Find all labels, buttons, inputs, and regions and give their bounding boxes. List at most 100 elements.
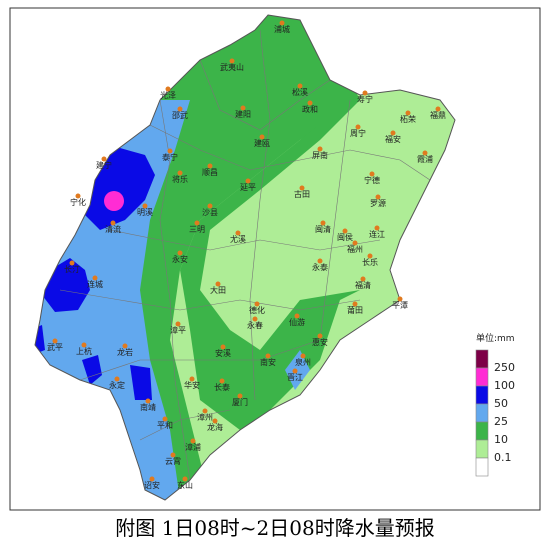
city-dot xyxy=(114,376,120,382)
city-dot xyxy=(229,58,235,64)
city-name: 福安 xyxy=(385,134,401,144)
city-dot xyxy=(254,301,260,307)
legend-swatch xyxy=(475,421,489,441)
city-name: 诏安 xyxy=(144,480,160,490)
city-name: 三明 xyxy=(189,225,205,234)
city-name: 东山 xyxy=(177,480,193,490)
city-dot xyxy=(92,275,98,281)
city-name: 泰宁 xyxy=(162,152,178,162)
city-name: 沙县 xyxy=(202,208,218,217)
city-dot xyxy=(435,106,441,112)
city-name: 建阳 xyxy=(235,109,251,119)
city-name: 顺昌 xyxy=(202,168,218,177)
city-name: 永定 xyxy=(109,380,125,390)
caption: 附图 1日08时~2日08时降水量预报 xyxy=(115,516,434,540)
city-name: 建宁 xyxy=(96,160,112,170)
city-dot xyxy=(122,343,128,349)
city-dot xyxy=(390,130,396,136)
city-name: 厦门 xyxy=(232,397,248,407)
city-name: 尤溪 xyxy=(230,234,246,244)
city-dot xyxy=(167,148,173,154)
city-name: 华安 xyxy=(184,380,200,390)
legend-swatch xyxy=(475,403,489,423)
city-name: 福鼎 xyxy=(430,111,446,120)
city-name: 闽清 xyxy=(315,224,331,234)
city-dot xyxy=(149,476,155,482)
province-outline xyxy=(34,14,456,501)
city-dot xyxy=(207,163,213,169)
city-dot xyxy=(194,220,200,226)
city-dot xyxy=(212,418,218,424)
city-name: 宁德 xyxy=(364,175,380,185)
city-dot xyxy=(294,313,300,319)
city-dot xyxy=(165,86,171,92)
city-name: 永泰 xyxy=(312,262,328,272)
city-dot xyxy=(237,393,243,399)
city-dot xyxy=(189,376,195,382)
city-dot xyxy=(215,281,221,287)
city-name: 平和 xyxy=(157,421,173,430)
city-name: 德化 xyxy=(249,305,265,315)
city-dot xyxy=(374,225,380,231)
city-name: 罗源 xyxy=(370,199,386,208)
legend-label: 50 xyxy=(494,397,508,410)
city-name: 浦城 xyxy=(274,24,290,34)
city-name: 福清 xyxy=(355,280,371,290)
city-dot xyxy=(145,398,151,404)
city-dot xyxy=(170,452,176,458)
city-name: 平潭 xyxy=(392,301,408,310)
city-dot xyxy=(207,203,213,209)
city-name: 漳州 xyxy=(197,412,213,422)
city-name: 光泽 xyxy=(160,90,176,100)
city-dot xyxy=(300,353,306,359)
city-name: 明溪 xyxy=(137,207,153,217)
city-name: 永安 xyxy=(172,254,188,264)
city-dot xyxy=(355,124,361,130)
city-name: 屏南 xyxy=(312,150,328,160)
legend-label: 10 xyxy=(494,433,508,446)
city-name: 泉州 xyxy=(295,357,311,367)
city-dot xyxy=(162,416,168,422)
city-name: 漳浦 xyxy=(185,442,201,452)
city-name: 连城 xyxy=(87,279,103,289)
city-name: 龙海 xyxy=(207,422,223,432)
city-name: 大田 xyxy=(210,285,226,295)
city-name: 建瓯 xyxy=(254,138,270,148)
city-name: 上杭 xyxy=(76,346,92,356)
city-dot xyxy=(177,106,183,112)
city-dot xyxy=(101,156,107,162)
legend-swatch xyxy=(475,349,489,369)
city-name: 宁化 xyxy=(70,197,86,207)
city-dot xyxy=(182,476,188,482)
city-dot xyxy=(265,353,271,359)
city-name: 清流 xyxy=(105,224,121,234)
city-dot xyxy=(235,230,241,236)
city-dot xyxy=(317,333,323,339)
city-name: 莆田 xyxy=(347,305,363,315)
legend-label: 100 xyxy=(494,379,515,392)
city-dot xyxy=(362,90,368,96)
city-name: 武夷山 xyxy=(220,62,244,72)
city-dot xyxy=(52,338,58,344)
legend-label: 0.1 xyxy=(494,451,512,464)
legend-swatch xyxy=(475,367,489,387)
city-dot xyxy=(397,296,403,302)
city-dot xyxy=(175,321,181,327)
legend-label: 25 xyxy=(494,415,508,428)
city-name: 漳平 xyxy=(170,325,186,335)
city-name: 将乐 xyxy=(172,174,188,184)
city-name: 邵武 xyxy=(172,110,188,120)
city-name: 惠安 xyxy=(312,337,328,347)
city-dot xyxy=(367,253,373,259)
city-dot xyxy=(405,110,411,116)
city-name: 永春 xyxy=(247,320,263,330)
city-name: 安溪 xyxy=(215,348,231,358)
city-dot xyxy=(177,170,183,176)
city-name: 南靖 xyxy=(140,402,156,412)
legend: 单位:mm 250 100 50 25 10 0.1 xyxy=(475,332,515,477)
city-dot xyxy=(317,146,323,152)
city-dot xyxy=(297,83,303,89)
city-dot xyxy=(342,228,348,234)
city-name: 晋江 xyxy=(287,373,303,382)
